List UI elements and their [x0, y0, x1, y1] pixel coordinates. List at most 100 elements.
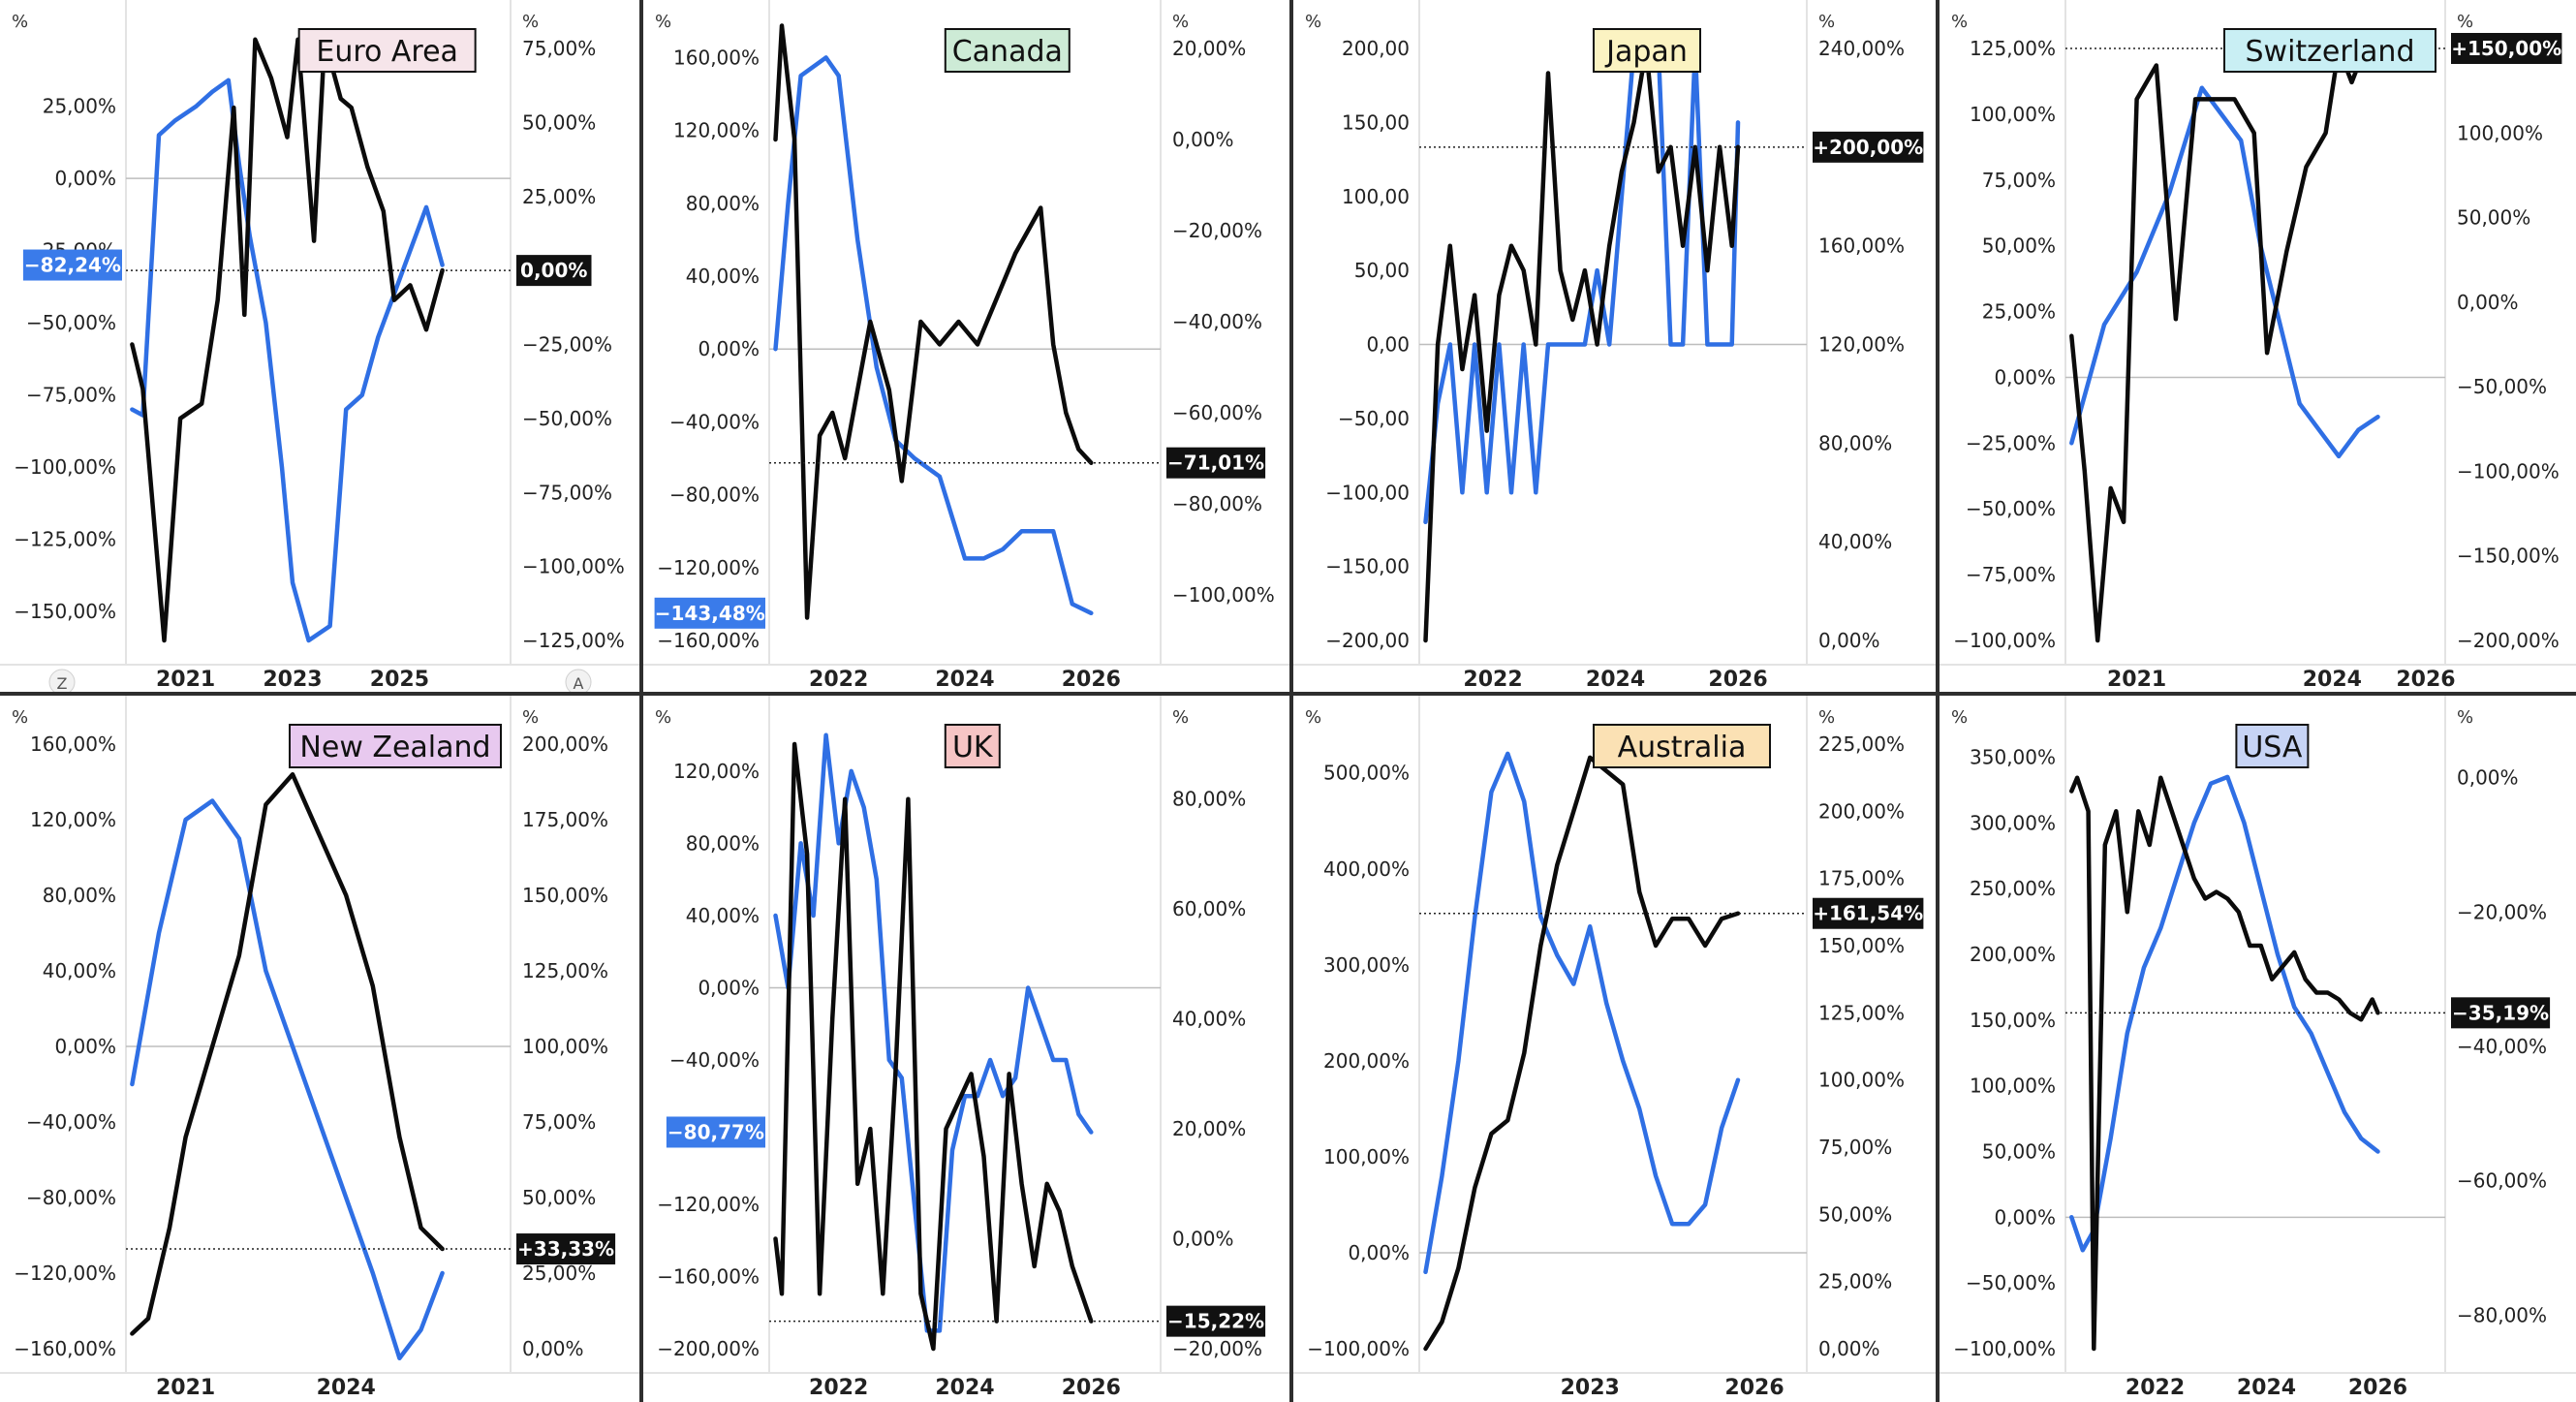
x-tick-label: 2024 [935, 668, 994, 692]
left-unit-label: % [1951, 707, 1968, 728]
x-tick-label: 2022 [809, 668, 868, 692]
panel-separator [1936, 0, 1940, 1402]
panel-canada[interactable]: %% 160,00% 120,00% 80,00% 40,00% 0,00% −40,00%… [643, 0, 1291, 694]
right-tick-label: 40,00% [1172, 1008, 1246, 1031]
x-tick-label: 2023 [263, 668, 322, 692]
left-tick-label: 500,00% [1323, 762, 1410, 785]
left-unit-label: % [655, 12, 671, 32]
x-tick-label: 2021 [156, 668, 215, 692]
series-line-blue [2069, 774, 2380, 1253]
chart-svg-usa: % %350,00%300,00%250,00%200,00%150,00%100… [1940, 696, 2576, 1400]
x-tick-label: 2021 [2107, 668, 2166, 692]
left-tick-label: 40,00% [43, 959, 116, 982]
panel-switzerland[interactable]: %% 125,00% 100,00% 75,00% 50,00% 25,00% 0,00% −… [1940, 0, 2576, 694]
panel-euro-area[interactable]: %% 25,00% 0,00% −25,00% −50,00% −75,00% −100,0… [0, 0, 641, 694]
left-value-tag: −143,48% [654, 597, 765, 629]
right-tick-label: 125,00% [522, 959, 608, 982]
left-tick-label: 100,00 [1342, 185, 1410, 208]
panel-japan[interactable]: %% 200,00 150,00 100,00 50,00 0,00 −50,00 −100,… [1293, 0, 1938, 694]
panel-australia[interactable]: %% 500,00% 400,00% 300,00% 200,00% 100,00% 0,0… [1293, 696, 1938, 1402]
left-tick-label: 120,00% [30, 808, 116, 831]
x-tick-label: 2024 [317, 1376, 376, 1400]
left-tick-label: 300,00% [1323, 953, 1410, 977]
left-tick-label: −200,00% [657, 1337, 760, 1360]
left-tick-label: 0,00% [54, 167, 116, 190]
left-tick-label: 250,00% [1970, 877, 2056, 900]
series-line-black [1423, 755, 1741, 1352]
right-value-tag-text: −15,22% [1167, 1310, 1264, 1333]
left-tick-label: 160,00% [30, 732, 116, 756]
right-tick-label: 120,00% [1818, 333, 1905, 357]
panel-title-text: Australia [1618, 731, 1747, 764]
right-tick-label: −200,00% [2457, 629, 2560, 652]
panel-new-zealand[interactable]: %% 160,00% 120,00% 80,00% 40,00% 0,00% −40,00%… [0, 696, 641, 1402]
right-tick-label: 0,00% [2457, 766, 2519, 790]
right-tick-label: −40,00% [2457, 1035, 2547, 1058]
scale-button-a[interactable] [565, 669, 592, 694]
left-tick-label: 100,00% [1970, 103, 2056, 126]
series-line-black [2069, 46, 2368, 643]
x-tick-label: 2026 [1062, 668, 1121, 692]
right-tick-label: 50,00% [1818, 1202, 1892, 1226]
series-line-black [773, 741, 1094, 1352]
right-value-tag-bg [1813, 131, 1924, 163]
right-value-tag-text: −35,19% [2452, 1001, 2549, 1024]
right-value-tag: 0,00% [516, 255, 592, 287]
x-tick-label: 2024 [2303, 668, 2362, 692]
panel-title: Australia [1593, 724, 1771, 768]
panel-title-box [1593, 28, 1701, 73]
scale-button-z[interactable] [48, 669, 76, 694]
series-line-blue [773, 55, 1094, 616]
scale-button-label: Z [57, 674, 68, 693]
left-value-tag-bg [654, 597, 765, 629]
panel-title-box [289, 724, 502, 768]
panel-uk[interactable]: %%120,00%80,00%40,00%0,00%−40,00%−80,00%… [643, 696, 1291, 1402]
right-value-tag-bg [516, 1233, 616, 1265]
right-tick-label: −20,00% [1172, 1337, 1262, 1360]
right-value-tag-text: +200,00% [1813, 136, 1923, 159]
left-tick-label: −160,00% [657, 1264, 760, 1288]
left-value-tag-text: −143,48% [655, 602, 765, 625]
right-tick-label: 150,00% [522, 884, 608, 907]
right-tick-label: 160,00% [1818, 234, 1905, 258]
left-value-tag: −82,24% [22, 249, 122, 281]
right-tick-label: −50,00% [2457, 375, 2547, 398]
right-tick-label: 25,00% [522, 185, 596, 208]
right-value-tag-text: +161,54% [1813, 902, 1923, 925]
panel-title-box [297, 28, 477, 73]
right-tick-label: −125,00% [522, 629, 625, 652]
right-tick-label: 0,00% [1818, 629, 1880, 652]
right-unit-label: % [1818, 707, 1835, 728]
x-tick-label: 2023 [1561, 1376, 1620, 1400]
left-tick-label: 350,00% [1970, 746, 2056, 769]
left-tick-label: −75,00% [1966, 563, 2056, 586]
panel-separator [639, 694, 643, 1402]
left-tick-label: 40,00% [686, 265, 760, 288]
right-value-tag: −35,19% [2451, 997, 2551, 1029]
right-tick-label: −80,00% [1172, 492, 1262, 515]
right-tick-label: 0,00% [2457, 291, 2519, 314]
right-value-tag-bg [2451, 997, 2551, 1029]
right-tick-label: 80,00% [1818, 431, 1892, 454]
panel-title-text: USA [2242, 731, 2303, 764]
right-tick-label: −60,00% [2457, 1169, 2547, 1193]
left-unit-label: % [12, 12, 28, 32]
right-tick-label: 20,00% [1172, 37, 1246, 60]
panel-title-text: New Zealand [299, 731, 490, 764]
right-value-tag: +200,00% [1813, 131, 1924, 163]
right-value-tag-text: −71,01% [1167, 452, 1264, 475]
right-value-tag-bg [1813, 897, 1924, 929]
left-tick-label: −40,00% [669, 410, 760, 433]
panel-title: Euro Area [297, 28, 477, 73]
left-tick-label: −25,00% [1966, 431, 2056, 454]
left-tick-label: −125,00% [14, 528, 116, 551]
right-tick-label: 100,00% [1818, 1069, 1905, 1092]
x-tick-label: 2024 [2237, 1376, 2296, 1400]
panel-usa[interactable]: %% 350,00% 300,00% 250,00% 200,00% 150,00% 100… [1940, 696, 2576, 1402]
right-unit-label: % [522, 707, 539, 728]
x-tick-label: 2021 [156, 1376, 215, 1400]
chart-svg-japan: % % 200,00 150,00 100,00 50,00 0,00 −50,00 −100,… [1293, 0, 1938, 692]
left-tick-label: 120,00% [673, 119, 760, 142]
left-tick-label: −100,00% [1953, 1337, 2056, 1360]
